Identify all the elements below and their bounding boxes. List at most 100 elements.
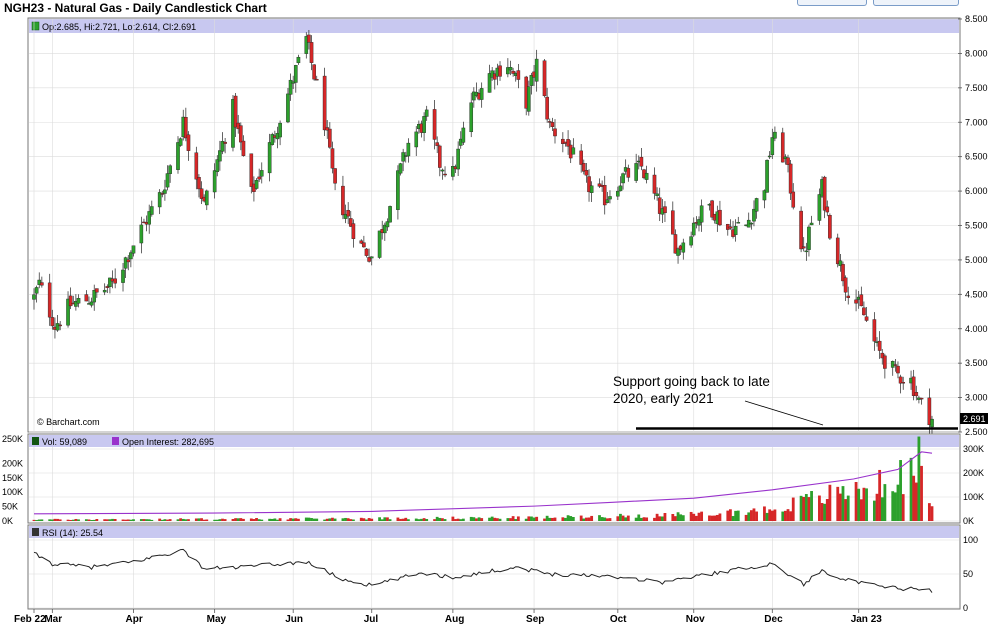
candle — [239, 122, 243, 151]
price-tick-label: 3.500 — [965, 358, 988, 368]
x-axis-label: Jun — [285, 614, 303, 625]
volume-bar — [328, 518, 332, 521]
candle — [218, 140, 222, 171]
volume-bar — [841, 486, 845, 521]
candle — [369, 256, 374, 266]
volume-bar — [142, 519, 146, 521]
candle — [843, 275, 848, 301]
candle — [553, 119, 557, 144]
volume-bar — [804, 494, 808, 521]
volume-bar — [456, 518, 460, 521]
x-axis-label: Jan 23 — [851, 614, 883, 625]
candle — [566, 130, 570, 155]
volume-bar — [132, 519, 135, 521]
volume-bar — [435, 516, 439, 521]
candle — [215, 155, 220, 177]
price-tick-label: 7.000 — [965, 117, 988, 127]
candle — [168, 164, 172, 183]
price-tick-label: 5.500 — [965, 221, 988, 231]
volume-bar — [634, 517, 638, 521]
candle — [139, 216, 144, 254]
price-tick-label: 6.000 — [965, 186, 988, 196]
candle — [333, 168, 337, 191]
volume-bar — [823, 503, 827, 521]
candle — [733, 219, 738, 242]
candle — [901, 376, 906, 390]
volume-bar — [294, 518, 298, 521]
volume-bar — [307, 517, 311, 521]
volume-bar — [383, 517, 387, 521]
price-tick-label: 6.500 — [965, 152, 988, 162]
candle — [362, 235, 366, 248]
volume-bar — [56, 518, 59, 521]
candle — [351, 219, 356, 248]
x-axis-label: Aug — [445, 614, 464, 625]
candle — [602, 175, 607, 215]
candle — [58, 321, 62, 331]
volume-bar — [92, 519, 96, 521]
volume-bar — [713, 515, 717, 521]
volume-bar — [166, 519, 169, 521]
candle — [691, 217, 696, 237]
candle — [765, 159, 769, 193]
volume-bar — [645, 517, 649, 521]
volume-bar — [90, 520, 93, 521]
volume-bar — [571, 517, 575, 521]
candle — [422, 112, 426, 142]
x-axis-label: May — [207, 614, 227, 625]
volume-bar — [765, 512, 769, 521]
toolbar-button-2[interactable] — [873, 0, 959, 6]
candle — [896, 361, 900, 379]
candle — [634, 153, 638, 184]
candle — [314, 75, 319, 81]
volume-bar — [600, 517, 604, 521]
annotation-line-2: 2020, early 2021 — [613, 391, 714, 406]
volume-bar — [160, 519, 164, 521]
volume-bar — [66, 519, 70, 521]
volume-bar — [744, 514, 748, 521]
candle — [571, 138, 576, 155]
candle — [681, 238, 686, 260]
volume-bar — [548, 517, 552, 521]
candle — [676, 247, 680, 264]
price-tick-label: 2.500 — [965, 427, 988, 437]
oi-legend-swatch — [112, 437, 119, 445]
volume-bar — [857, 488, 861, 521]
candle — [817, 188, 822, 225]
volume-bar — [810, 491, 813, 521]
volume-bar — [899, 460, 902, 521]
volume-bar — [270, 518, 274, 521]
candle — [377, 230, 382, 259]
volume-bar — [260, 519, 264, 521]
last-price-badge — [960, 413, 988, 424]
volume-bar — [139, 519, 143, 521]
candle — [516, 64, 521, 89]
volume-bar — [820, 502, 824, 521]
volume-bar — [58, 519, 62, 521]
candle — [385, 218, 390, 231]
volume-bar — [747, 512, 751, 521]
rsi-panel: RSI (14): 25.54 100 50 0 — [27, 524, 978, 613]
candle — [50, 309, 55, 330]
rsi-tick-label: 0 — [963, 603, 968, 613]
volume-bar — [875, 493, 879, 521]
volume-bar — [865, 488, 868, 521]
candle — [770, 128, 775, 160]
volume-bar — [239, 518, 243, 521]
candle — [89, 297, 94, 308]
candle — [259, 162, 264, 184]
candle — [828, 213, 832, 240]
volume-bar — [242, 518, 245, 521]
toolbar-button-1[interactable] — [797, 0, 867, 6]
volume-bar — [50, 519, 54, 521]
candle — [105, 284, 110, 294]
candle — [92, 284, 97, 311]
annotation-pointer — [744, 400, 824, 426]
volume-bar — [715, 514, 719, 521]
candle — [150, 200, 154, 217]
volume-bar — [331, 517, 334, 521]
candle — [113, 268, 117, 289]
candle — [657, 187, 662, 222]
volume-bar — [35, 520, 39, 521]
volume-bar — [425, 518, 429, 521]
